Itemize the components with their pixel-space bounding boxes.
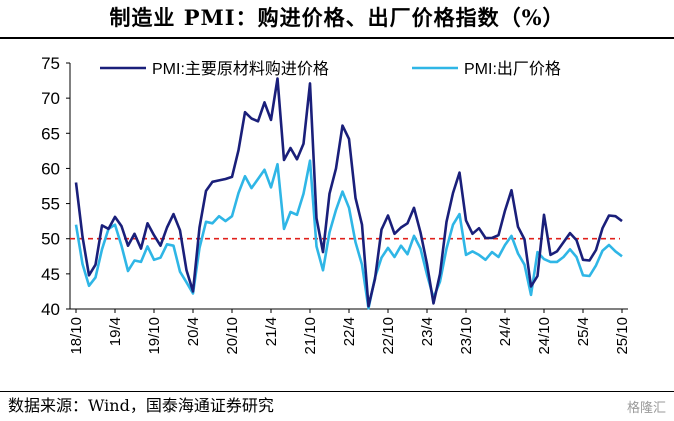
x-tick-label: 19/10	[146, 317, 163, 355]
x-tick-label: 22/10	[380, 317, 397, 355]
y-tick-label: 65	[41, 124, 60, 143]
x-tick-label: 21/4	[263, 317, 280, 346]
x-tick-label: 20/4	[185, 317, 202, 346]
x-tick-label: 18/10	[68, 317, 85, 355]
y-tick-label: 45	[41, 265, 60, 284]
x-tick-label: 24/10	[536, 317, 553, 355]
series-line-0	[74, 77, 623, 308]
source-note: 数据来源：Wind，国泰海通证券研究	[8, 396, 274, 415]
source-rule	[0, 391, 674, 392]
x-tick-label: 21/10	[302, 317, 319, 355]
legend-label-0: PMI:主要原材料购进价格	[152, 60, 329, 78]
series-lines-group	[74, 77, 623, 310]
y-tick-label: 70	[41, 89, 60, 108]
x-tick-label: 25/10	[614, 317, 631, 355]
y-tick-label: 60	[41, 159, 60, 178]
x-tick-label: 25/4	[575, 317, 592, 346]
y-tick-label: 50	[41, 230, 60, 249]
x-tick-label: 23/4	[419, 317, 436, 346]
chart-title: 制造业 PMI：购进价格、出厂价格指数（%）	[109, 5, 565, 30]
x-tick-label: 22/4	[341, 317, 358, 346]
title-rule	[0, 37, 674, 39]
y-tick-label: 75	[41, 54, 60, 73]
axes-group: 40 45 50 55 60 65 70 75 18/10 19/4 19/10 20/4 20/10 2…	[41, 54, 631, 355]
y-tick-label: 55	[41, 195, 60, 214]
legend: PMI:主要原材料购进价格 PMI:出厂价格	[100, 60, 561, 78]
x-tick-label: 23/10	[458, 317, 475, 355]
x-tick-label: 24/4	[497, 317, 514, 346]
legend-label-1: PMI:出厂价格	[464, 60, 561, 78]
y-tick-label: 40	[41, 300, 60, 319]
x-tick-label: 19/4	[107, 317, 124, 346]
series-line-1	[74, 159, 623, 310]
x-tick-label: 20/10	[224, 317, 241, 355]
watermark-logo: 格隆汇	[626, 401, 666, 416]
pmi-price-chart: 40 45 50 55 60 65 70 75 18/10 19/4 19/10 20/4 20/10 2…	[41, 54, 631, 355]
